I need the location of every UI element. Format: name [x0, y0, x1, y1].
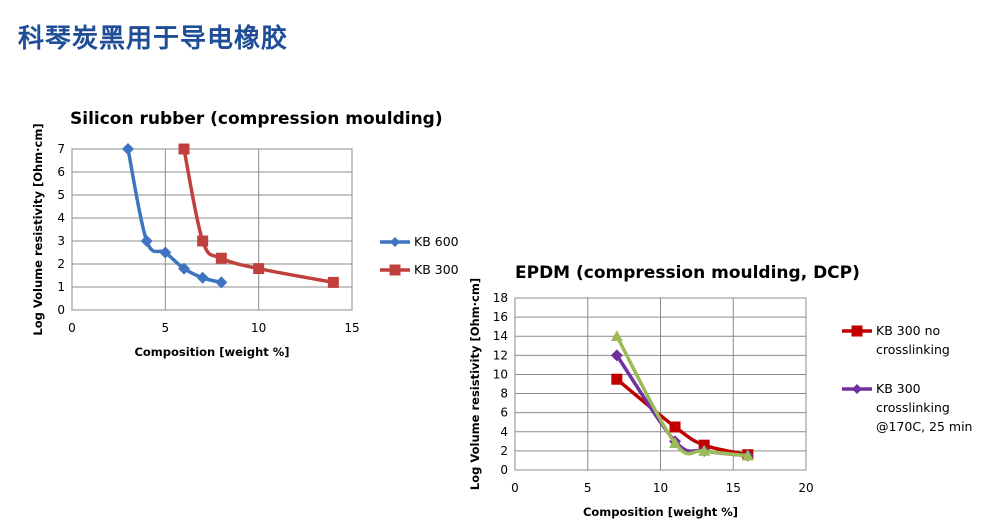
x-tick-label: 5: [162, 321, 170, 335]
marker-diamond: [215, 276, 228, 289]
marker-diamond: [196, 271, 209, 284]
marker-diamond: [140, 235, 153, 247]
legend-label: KB 300 no: [876, 323, 940, 338]
y-tick-label: 2: [57, 257, 65, 271]
y-tick-label: 4: [57, 211, 65, 225]
marker-square: [178, 143, 190, 155]
y-tick-label: 1: [57, 280, 65, 294]
x-tick-label: 10: [653, 481, 668, 495]
series-line: [615, 335, 748, 458]
plot-area: [71, 148, 353, 311]
x-tick-label: 5: [584, 481, 592, 495]
legend-label: crosslinking: [876, 400, 950, 415]
marker-square: [327, 276, 339, 288]
marker-square: [215, 252, 227, 264]
x-tick-label: 15: [344, 321, 359, 335]
series-kb-600: [122, 143, 228, 289]
x-axis-label: Composition [weight %]: [134, 345, 289, 359]
x-tick-label: 15: [726, 481, 741, 495]
y-tick-label: 10: [493, 367, 508, 381]
y-tick-label: 0: [500, 463, 508, 477]
y-axis-label: Log Volume resistivity [Ohm·cm]: [31, 123, 45, 335]
x-axis-label: Composition [weight %]: [583, 505, 738, 519]
legend-item: KB 300 crosslinking @170C, 25 min: [842, 381, 972, 434]
series-unnamed: [610, 330, 754, 461]
y-tick-label: 6: [57, 165, 65, 179]
y-tick-label: 3: [57, 234, 65, 248]
legend-label: crosslinking: [876, 342, 950, 357]
marker-diamond: [610, 349, 623, 362]
legend-label: @170C, 25 min: [876, 419, 972, 434]
marker-square: [389, 264, 401, 276]
marker-diamond: [178, 262, 190, 275]
marker-square: [253, 263, 265, 275]
legend-label: KB 600: [414, 234, 459, 249]
chart-1: Silicon rubber (compression moulding) 0 1 2…: [31, 109, 459, 359]
y-axis-label: Log Volume resistivity [Ohm·cm]: [468, 278, 482, 490]
y-tick-label: 7: [57, 142, 65, 156]
series-kb-300: [178, 143, 339, 288]
legend-label: KB 300: [414, 262, 459, 277]
marker-square: [611, 373, 623, 385]
y-tick-label: 18: [493, 291, 508, 305]
y-tick-label: 5: [57, 188, 65, 202]
y-tick-label: 8: [500, 387, 508, 401]
marker-diamond: [390, 237, 400, 247]
legend-item: KB 600: [380, 234, 459, 249]
x-tick-label: 0: [511, 481, 519, 495]
marker-diamond: [122, 143, 134, 155]
marker-square: [669, 421, 681, 433]
y-tick-label: 4: [500, 425, 508, 439]
chart-title: EPDM (compression moulding, DCP): [515, 263, 860, 283]
legend-item: KB 300 no crosslinking: [842, 323, 950, 357]
legend-item: KB 300: [380, 262, 459, 277]
marker-triangle: [741, 449, 754, 461]
marker-triangle: [698, 444, 711, 456]
marker-triangle: [669, 437, 682, 449]
marker-square: [197, 235, 209, 247]
y-tick-label: 6: [500, 406, 508, 420]
y-tick-label: 0: [57, 303, 65, 317]
y-tick-label: 14: [493, 329, 508, 343]
y-tick-label: 2: [500, 444, 508, 458]
legend-label: KB 300: [876, 381, 921, 396]
x-tick-label: 20: [798, 481, 813, 495]
x-tick-label: 10: [251, 321, 266, 335]
marker-square: [851, 325, 863, 337]
marker-diamond: [852, 384, 862, 394]
chart-2: EPDM (compression moulding, DCP) 0 2 4 6 8 10 1…: [468, 263, 972, 519]
series-line: [615, 377, 749, 457]
x-tick-label: 0: [68, 321, 76, 335]
chart-title: Silicon rubber (compression moulding): [70, 109, 443, 129]
y-tick-label: 12: [493, 348, 508, 362]
y-tick-label: 16: [493, 310, 508, 324]
marker-diamond: [159, 246, 172, 259]
marker-triangle: [610, 330, 623, 342]
page-title: 科琴炭黑用于导电橡胶: [18, 24, 289, 54]
